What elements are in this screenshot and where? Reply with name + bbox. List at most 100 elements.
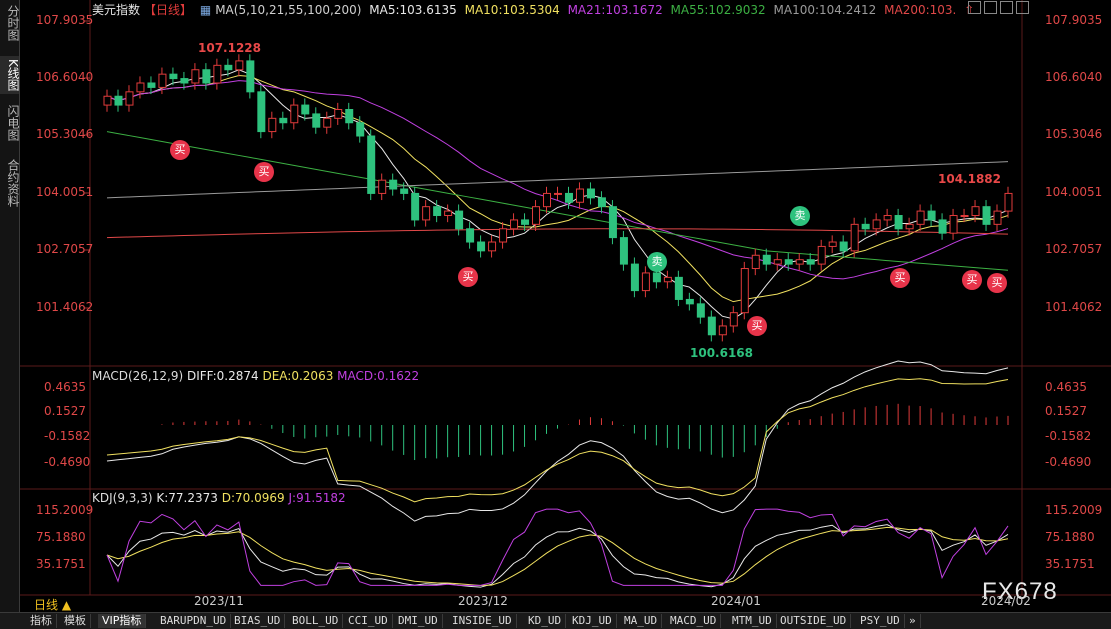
indicator-tab[interactable]: INSIDE_UD (448, 614, 517, 628)
indicator-tab[interactable]: BARUPDN_UD (156, 614, 232, 628)
indicator-tab[interactable]: MA_UD (620, 614, 663, 628)
macd-axis-label-right: -0.4690 (1045, 455, 1092, 469)
candle-body (202, 69, 211, 84)
candle-body (784, 259, 793, 265)
candle-body (356, 122, 365, 137)
candle-body (466, 228, 475, 243)
candle-body (729, 312, 738, 327)
kline-chart[interactable] (20, 0, 1111, 612)
buy-signal-badge: 买 (890, 268, 910, 288)
price-axis-label: 104.0051 (36, 185, 94, 199)
indicator-tab[interactable]: BIAS_UD (230, 614, 286, 628)
candle-body (905, 223, 914, 230)
arrow-up-icon: ⇧ (964, 3, 975, 17)
candle-body (740, 268, 749, 314)
tab-contract-info[interactable]: 合约资料 (6, 159, 20, 207)
price-axis-label-right: 101.4062 (1045, 300, 1103, 314)
indicator-tab[interactable]: KDJ_UD (568, 614, 617, 628)
buy-signal-badge: 买 (458, 267, 478, 287)
kdj-k-line (106, 524, 1009, 588)
candle-body (114, 95, 123, 106)
instrument-name: 美元指数 (92, 3, 141, 17)
macd-diff-value: DIFF:0.2874 (186, 369, 259, 383)
candle-body (641, 272, 650, 292)
kdj-axis-label-right: 35.1751 (1045, 557, 1095, 571)
macd-axis-label: 0.1527 (44, 404, 86, 418)
candle-body (696, 303, 705, 318)
candle-body (674, 276, 683, 300)
indicator-icon[interactable]: ▦ (199, 3, 212, 17)
candle-body (224, 64, 233, 71)
kdj-legend: KDJ(9,3,3) K:77.2373 D:70.0969 J:91.5182 (92, 491, 346, 505)
indicator-tab[interactable]: KD_UD (524, 614, 567, 628)
high-annotation: 107.1228 (198, 41, 262, 55)
price-axis-label-right: 102.7057 (1045, 242, 1103, 256)
buy-signal-badge: 买 (962, 270, 982, 290)
tab-flash-chart[interactable]: 闪电图 (6, 105, 20, 141)
macd-axis-label: -0.4690 (44, 455, 91, 469)
sell-signal-badge: 卖 (647, 252, 667, 272)
indicator-tab[interactable]: BOLL_UD (288, 614, 344, 628)
candle-body (938, 219, 947, 234)
macd-name: MACD(26,12,9) (92, 369, 184, 383)
indicator-tab[interactable]: VIP指标 (98, 614, 147, 628)
panel-icon[interactable] (1000, 1, 1013, 14)
restore-icon[interactable] (968, 1, 981, 14)
date-axis-label: 2023/12 (458, 594, 508, 608)
candle-body (597, 197, 606, 208)
candle-body (773, 259, 782, 265)
candle-body (894, 215, 903, 230)
candle-body (707, 316, 716, 336)
indicator-tab[interactable]: MACD_UD (666, 614, 722, 628)
candle-body (762, 254, 771, 265)
grid-icon[interactable] (984, 1, 997, 14)
price-axis-label: 105.3046 (36, 127, 94, 141)
indicator-tab[interactable]: DMI_UD (394, 614, 443, 628)
ma-spec: MA(5,10,21,55,100,200) (215, 3, 362, 17)
candle-body (367, 135, 376, 194)
candle-body (158, 73, 167, 88)
low-annotation: 100.6168 (690, 346, 754, 360)
price-axis-label-right: 105.3046 (1045, 127, 1103, 141)
candle-body (345, 108, 354, 124)
timeframe-selector[interactable]: 日线 ▲ (34, 598, 72, 612)
candle-body (411, 192, 420, 221)
indicator-tab[interactable]: PSY_UD (856, 614, 905, 628)
candle-body (334, 108, 343, 119)
price-axis-label: 101.4062 (36, 300, 94, 314)
close-panel-icon[interactable] (1016, 1, 1029, 14)
candle-body (455, 210, 464, 230)
candle-body (389, 179, 398, 190)
macd-macd-value: MACD:0.1622 (337, 369, 420, 383)
indicator-tab[interactable]: MTM_UD (728, 614, 777, 628)
candle-body (521, 219, 530, 225)
kdj-axis-label-right: 115.2009 (1045, 503, 1103, 517)
tab-kline[interactable]: K线图 (0, 56, 20, 94)
indicator-tab[interactable]: 指标 (26, 614, 57, 628)
ma100-line (106, 161, 1009, 199)
candle-body (960, 215, 969, 218)
candle-body (718, 325, 727, 336)
ma21-value: MA21:103.1672 (567, 3, 663, 17)
candle-body (400, 188, 409, 194)
period-label: 【日线】 (144, 3, 193, 17)
candle-body (652, 272, 661, 283)
more-tabs-icon[interactable]: » (905, 614, 921, 628)
candle-body (312, 113, 321, 128)
indicator-tab[interactable]: 模板 (60, 614, 91, 628)
macd-diff-line (106, 360, 1009, 522)
candle-body (532, 206, 541, 225)
candle-body (817, 245, 826, 265)
candle-body (564, 192, 573, 203)
candle-body (191, 69, 200, 84)
candle-body (444, 210, 453, 217)
kdj-d-value: D:70.0969 (221, 491, 285, 505)
kdj-k-value: K:77.2373 (156, 491, 218, 505)
tab-timeshare[interactable]: 分时图 (6, 5, 20, 41)
price-axis-label: 107.9035 (36, 13, 94, 27)
candle-body (510, 219, 519, 230)
indicator-tab[interactable]: OUTSIDE_UD (776, 614, 852, 628)
indicator-tab[interactable]: CCI_UD (344, 614, 393, 628)
candle-body (378, 179, 387, 194)
macd-dea-line (106, 378, 1009, 503)
